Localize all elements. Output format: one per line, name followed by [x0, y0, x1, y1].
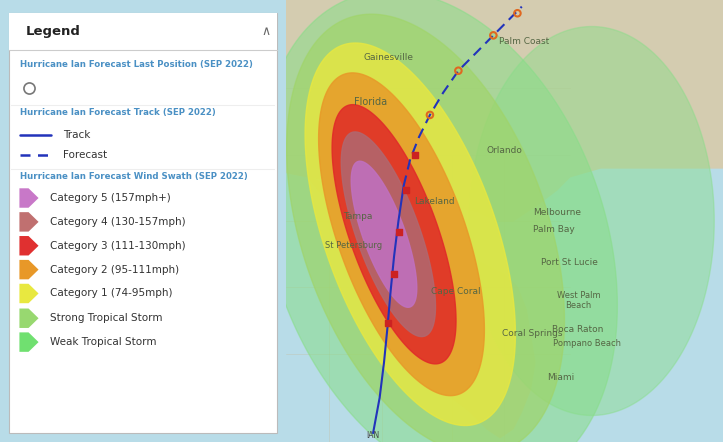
Text: Port St Lucie: Port St Lucie [541, 259, 597, 267]
Text: Category 2 (95-111mph): Category 2 (95-111mph) [50, 265, 179, 274]
Point [393, 229, 405, 236]
Text: Category 1 (74-95mph): Category 1 (74-95mph) [50, 289, 173, 298]
Text: Lakeland: Lakeland [414, 197, 455, 206]
Text: Palm Bay: Palm Bay [534, 225, 575, 234]
Text: Hurricane Ian Forecast Track (SEP 2022): Hurricane Ian Forecast Track (SEP 2022) [20, 108, 215, 117]
Point [388, 271, 400, 278]
Polygon shape [20, 236, 38, 255]
Point [453, 67, 464, 74]
Point [424, 111, 436, 118]
Text: Category 4 (130-157mph): Category 4 (130-157mph) [50, 217, 186, 227]
Text: St Petersburg: St Petersburg [325, 241, 382, 250]
Text: ∧: ∧ [261, 25, 270, 38]
Point [382, 319, 393, 326]
Text: Strong Tropical Storm: Strong Tropical Storm [50, 313, 163, 323]
Text: Palm Coast: Palm Coast [499, 38, 549, 46]
Point [487, 32, 499, 39]
Bar [9, 13, 277, 50]
Text: Melbourne: Melbourne [533, 208, 581, 217]
Text: Boca Raton: Boca Raton [552, 325, 604, 334]
Text: Pompano Beach: Pompano Beach [553, 339, 621, 348]
Polygon shape [20, 332, 38, 352]
Polygon shape [332, 105, 456, 364]
Text: Weak Tropical Storm: Weak Tropical Storm [50, 337, 156, 347]
Text: Florida: Florida [354, 97, 388, 107]
Point [400, 187, 411, 194]
Text: Legend: Legend [26, 25, 80, 38]
Text: IAN: IAN [367, 431, 380, 440]
Text: Category 5 (157mph+): Category 5 (157mph+) [50, 193, 171, 203]
Polygon shape [341, 132, 435, 337]
Polygon shape [20, 212, 38, 232]
Text: Forecast: Forecast [63, 150, 107, 160]
Point [408, 151, 420, 158]
Polygon shape [20, 188, 38, 208]
Text: Coral Springs: Coral Springs [502, 329, 563, 338]
Polygon shape [351, 161, 416, 307]
Polygon shape [286, 14, 565, 442]
Text: Gainesville: Gainesville [364, 53, 414, 62]
Text: Hurricane Ian Forecast Wind Swath (SEP 2022): Hurricane Ian Forecast Wind Swath (SEP 2… [20, 172, 248, 181]
Polygon shape [469, 27, 714, 415]
Polygon shape [20, 260, 38, 279]
Polygon shape [305, 43, 515, 426]
Polygon shape [307, 177, 535, 438]
Text: Miami: Miami [547, 373, 575, 382]
Text: Cape Coral: Cape Coral [432, 287, 481, 296]
Text: Orlando: Orlando [487, 146, 522, 155]
Polygon shape [20, 309, 38, 328]
Text: Hurricane Ian Forecast Last Position (SEP 2022): Hurricane Ian Forecast Last Position (SE… [20, 60, 253, 69]
Polygon shape [20, 284, 38, 303]
Polygon shape [260, 0, 617, 442]
Text: West Palm
Beach: West Palm Beach [557, 291, 601, 310]
Text: Tampa: Tampa [343, 212, 372, 221]
Text: Category 3 (111-130mph): Category 3 (111-130mph) [50, 241, 186, 251]
Polygon shape [264, 0, 723, 221]
Point [512, 10, 523, 17]
Polygon shape [319, 73, 484, 396]
Text: Track: Track [63, 130, 90, 140]
